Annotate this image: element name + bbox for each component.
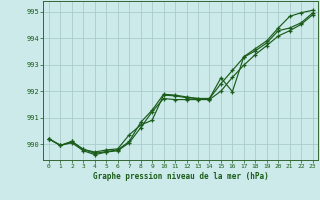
X-axis label: Graphe pression niveau de la mer (hPa): Graphe pression niveau de la mer (hPa) — [93, 172, 269, 181]
